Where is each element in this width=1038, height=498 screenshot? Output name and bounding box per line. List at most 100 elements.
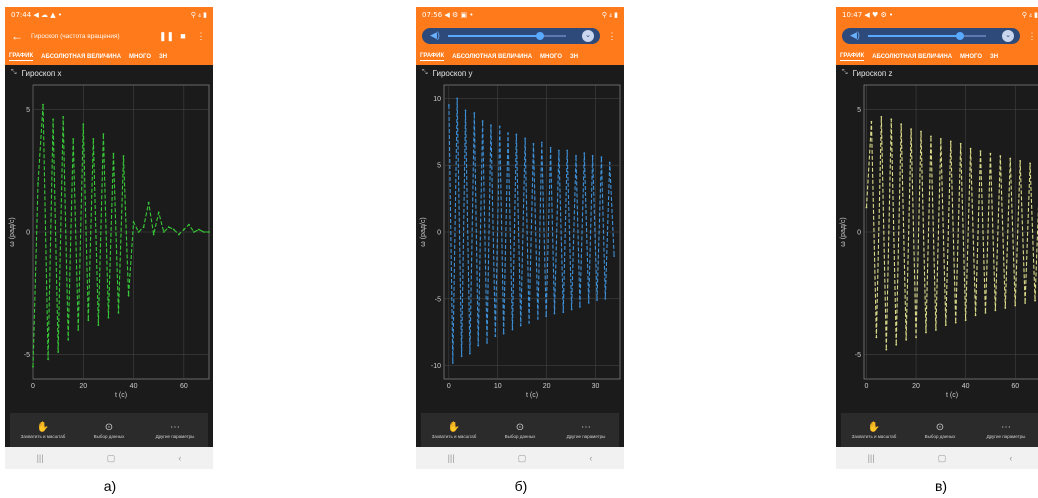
data-point [885,348,888,351]
data-point [167,226,170,229]
back-icon[interactable]: ‹ [589,453,593,463]
hand-icon: ✋ [447,421,461,433]
tab-1[interactable]: АБСОЛЮТНАЯ ВЕЛИЧИНА [452,54,533,60]
more-vert-icon[interactable]: ⋮ [1027,30,1037,41]
tool-button-1[interactable]: ⊙ Выбор данных [490,422,550,439]
collapse-icon[interactable]: ⤡ [842,69,848,76]
recents-icon[interactable]: ||| [447,453,455,463]
chart-svg[interactable]: 10 5 0 -5 -10 0 10 20 30 t (с) ω (рад/с) [416,81,624,413]
tool-button-0[interactable]: ✋ Захватить и масштаб [424,422,484,439]
tool-button-1[interactable]: ⊙ Выбор данных [79,422,139,439]
data-point [97,324,100,326]
tab-0[interactable]: ГРАФИК [420,53,445,61]
app-bar: ← Гироскоп (частота вращения) ❚❚ ■ ⋮ [5,23,213,49]
notification-icons: ◀ ☁ ▲ • [33,11,62,19]
tab-0[interactable]: ГРАФИК [9,53,34,61]
data-point [895,343,898,346]
tab-1[interactable]: АБСОЛЮТНАЯ ВЕЛИЧИНА [41,54,122,60]
volume-icon[interactable]: ◀) [430,30,440,40]
volume-slider[interactable] [868,32,986,40]
data-point [477,344,480,347]
home-icon[interactable]: ▢ [517,452,527,463]
tab-3[interactable]: ЗН [570,54,579,60]
back-arrow-icon[interactable]: ← [11,29,23,43]
tool-button-0[interactable]: ✋ Захватить и масштаб [844,422,904,439]
tab-3[interactable]: ЗН [159,54,168,60]
data-point [447,104,450,106]
hand-icon: ✋ [867,421,881,433]
home-icon[interactable]: ▢ [106,452,116,463]
data-point [600,156,603,159]
volume-knob[interactable] [956,32,965,40]
data-point [157,211,160,214]
tool-button-2[interactable]: ⋯ Другие параметры [976,422,1036,439]
back-icon[interactable]: ‹ [178,453,182,463]
x-tick-label: 30 [592,383,600,390]
select-data-icon: ⊙ [515,421,525,433]
home-icon[interactable]: ▢ [937,452,947,463]
volume-overlay: ◀) ⌄ [422,28,600,44]
tab-2[interactable]: МНОГО [960,54,983,60]
tab-3[interactable]: ЗН [990,54,999,60]
tool-button-2[interactable]: ⋯ Другие параметры [145,422,205,439]
tool-bar: ✋ Захватить и масштаб ⊙ Выбор данных ⋯ Другие… [421,413,619,447]
plot-area[interactable]: 5 0 -5 0 20 40 60 t (с) ω (рад/с) [836,81,1038,413]
app-title: Гироскоп (частота вращения) [31,32,120,40]
data-point [915,336,917,339]
recents-icon[interactable]: ||| [867,453,875,463]
volume-icon[interactable]: ◀) [850,30,860,40]
data-point [473,112,476,114]
tab-0[interactable]: ГРАФИК [840,53,865,61]
data-point [528,321,530,324]
y-tick-label: 10 [433,96,441,103]
data-point [596,299,598,302]
pause-icon[interactable]: ❚❚ [159,30,175,41]
tool-button-1[interactable]: ⊙ Выбор данных [910,422,970,439]
plot-area[interactable]: 10 5 0 -5 -10 0 10 20 30 t (с) ω (рад/с) [416,81,624,413]
tab-2[interactable]: МНОГО [540,54,563,60]
tab-1[interactable]: АБСОЛЮТНАЯ ВЕЛИЧИНА [872,54,953,60]
x-axis-label: t (с) [115,392,127,399]
volume-slider[interactable] [448,32,566,40]
data-series-line [448,98,615,363]
phone-screenshot-a: 07:44 ◀ ☁ ▲ • ⚲ ₄ ▮ ← Гироскоп (частота вра… [5,7,213,469]
collapse-icon[interactable]: ⤡ [422,69,428,76]
more-icon: ⋯ [1001,421,1011,433]
delete-icon[interactable]: ■ [180,31,186,41]
data-point [880,115,883,118]
chart-svg[interactable]: 5 0 -5 0 20 40 60 t (с) ω (рад/с) [5,81,213,413]
recents-icon[interactable]: ||| [36,453,44,463]
data-point [208,231,210,233]
data-point [112,152,115,155]
data-point [82,123,85,126]
tool-label: Другие параметры [986,433,1026,439]
data-point [502,332,505,335]
back-icon[interactable]: ‹ [1009,453,1013,463]
data-point [524,137,527,140]
y-tick-label: -10 [431,363,441,370]
x-axis-label: t (с) [526,392,538,399]
collapse-icon[interactable]: ⤡ [11,69,17,76]
more-vert-icon[interactable]: ⋮ [607,30,617,41]
data-point [579,305,581,308]
more-vert-icon[interactable]: ⋮ [196,30,206,41]
chevron-down-icon[interactable]: ⌄ [582,30,594,42]
chart-svg[interactable]: 5 0 -5 0 20 40 60 t (с) ω (рад/с) [836,81,1038,413]
data-point [949,140,952,143]
chevron-down-icon[interactable]: ⌄ [1002,30,1014,42]
data-point [910,128,912,130]
volume-knob[interactable] [536,32,545,40]
tool-bar: ✋ Захватить и масштаб ⊙ Выбор данных ⋯ Другие… [10,413,208,447]
x-tick-label: 60 [180,383,188,390]
tool-button-2[interactable]: ⋯ Другие параметры [556,422,616,439]
data-point [42,103,44,106]
data-point [920,130,922,133]
data-point [1034,299,1036,302]
data-point [583,152,586,155]
status-left: 07:44 ◀ ☁ ▲ • [11,11,62,19]
data-point [469,352,471,355]
tab-bar: ГРАФИК АБСОЛЮТНАЯ ВЕЛИЧИНА МНОГО ЗН [836,49,1038,65]
plot-area[interactable]: 5 0 -5 0 20 40 60 t (с) ω (рад/с) [5,81,213,413]
tool-button-0[interactable]: ✋ Захватить и масштаб [13,422,73,439]
tab-2[interactable]: МНОГО [129,54,152,60]
